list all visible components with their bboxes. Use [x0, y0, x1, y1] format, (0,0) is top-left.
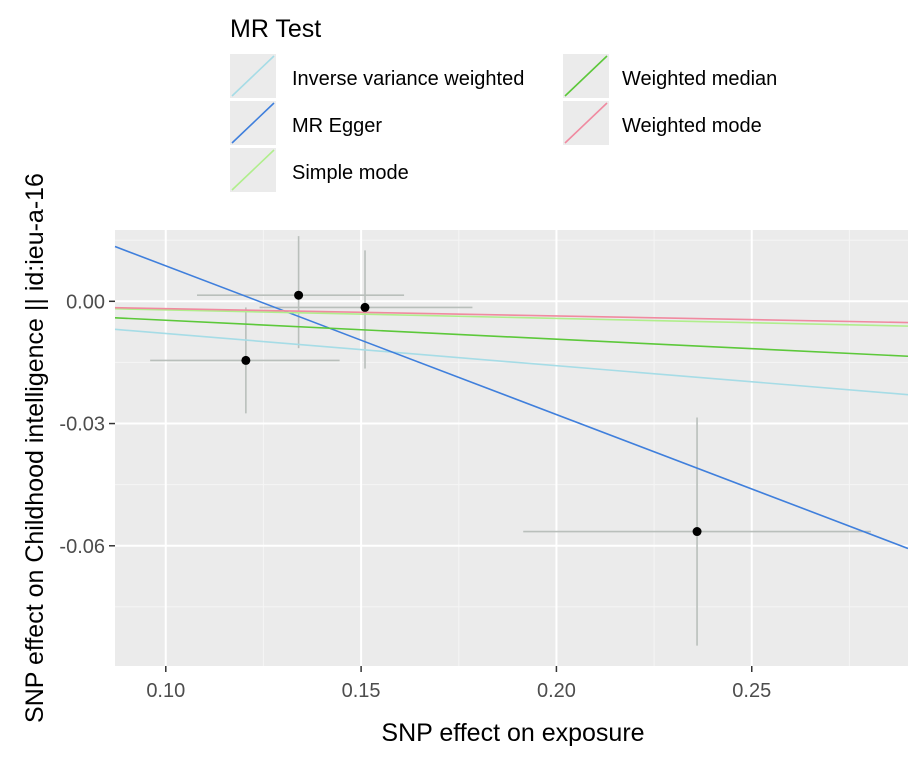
regression-lines — [114, 245, 908, 550]
data-point — [692, 527, 702, 537]
gridlines — [115, 230, 908, 666]
legend-label: Simple mode — [292, 162, 409, 184]
data-point — [360, 302, 370, 312]
legend-label: Weighted median — [622, 68, 777, 90]
regression-line-weighted-median — [114, 316, 908, 358]
regression-line-simple-mode — [114, 307, 908, 327]
x-axis-ticks: 0.10 0.15 0.20 0.25 — [146, 666, 771, 702]
legend-key-line — [231, 102, 275, 144]
x-tick-label: 0.10 — [146, 680, 185, 702]
data-point — [241, 355, 251, 365]
legend-key-line — [564, 55, 608, 97]
x-tick-label: 0.25 — [732, 680, 771, 702]
regression-line-inverse-variance-weighted — [114, 328, 908, 396]
legend-key-line — [231, 149, 275, 191]
y-axis-ticks: 0.00 -0.03 -0.06 — [59, 291, 115, 558]
legend-title: MR Test — [230, 15, 321, 43]
legend-label: Inverse variance weighted — [292, 68, 524, 90]
legend-label: Weighted mode — [622, 115, 762, 137]
legend-key-line — [564, 102, 608, 144]
y-tick-label: 0.00 — [66, 291, 105, 313]
legend: MR Test Inverse variance weighted MR Egge… — [230, 15, 777, 192]
regression-line-mr-egger — [114, 245, 908, 550]
regression-line-weighted-mode — [114, 306, 908, 324]
y-tick-label: -0.03 — [59, 414, 105, 436]
data-points — [241, 290, 702, 537]
y-axis-label: SNP effect on Childhood intelligence || … — [21, 173, 49, 723]
legend-key-line — [231, 55, 275, 97]
x-axis-label: SNP effect on exposure — [381, 719, 644, 747]
y-tick-label: -0.06 — [59, 536, 105, 558]
plot-panel — [115, 230, 908, 666]
legend-label: MR Egger — [292, 115, 382, 137]
x-tick-label: 0.15 — [342, 680, 381, 702]
data-point — [294, 290, 304, 300]
x-tick-label: 0.20 — [537, 680, 576, 702]
